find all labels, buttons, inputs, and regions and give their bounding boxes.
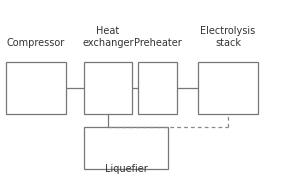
Bar	[6, 62, 66, 114]
Bar	[84, 62, 132, 114]
Text: Heat
exchanger: Heat exchanger	[82, 26, 134, 48]
Bar	[198, 62, 258, 114]
Text: Preheater: Preheater	[134, 37, 182, 48]
Text: Electrolysis
stack: Electrolysis stack	[200, 26, 256, 48]
Bar	[138, 62, 177, 114]
Text: Liquefier: Liquefier	[105, 164, 147, 174]
Text: Compressor: Compressor	[7, 37, 65, 48]
Bar	[84, 127, 168, 169]
